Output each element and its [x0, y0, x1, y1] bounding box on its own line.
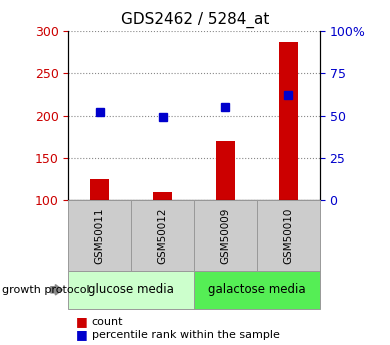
Text: count: count	[92, 317, 123, 326]
Bar	[279, 42, 298, 200]
Text: GSM50009: GSM50009	[220, 207, 230, 264]
Bar	[90, 179, 109, 200]
Text: GSM50011: GSM50011	[95, 207, 105, 264]
Text: percentile rank within the sample: percentile rank within the sample	[92, 330, 280, 339]
Text: glucose media: glucose media	[88, 283, 174, 296]
Text: GSM50010: GSM50010	[284, 207, 293, 264]
Bar	[153, 193, 172, 200]
Text: growth protocol: growth protocol	[2, 285, 90, 295]
Text: galactose media: galactose media	[208, 283, 306, 296]
Text: ■: ■	[76, 328, 88, 341]
Text: ■: ■	[76, 315, 88, 328]
Text: GSM50012: GSM50012	[158, 207, 168, 264]
Bar	[216, 141, 235, 200]
Text: GDS2462 / 5284_at: GDS2462 / 5284_at	[121, 12, 269, 28]
